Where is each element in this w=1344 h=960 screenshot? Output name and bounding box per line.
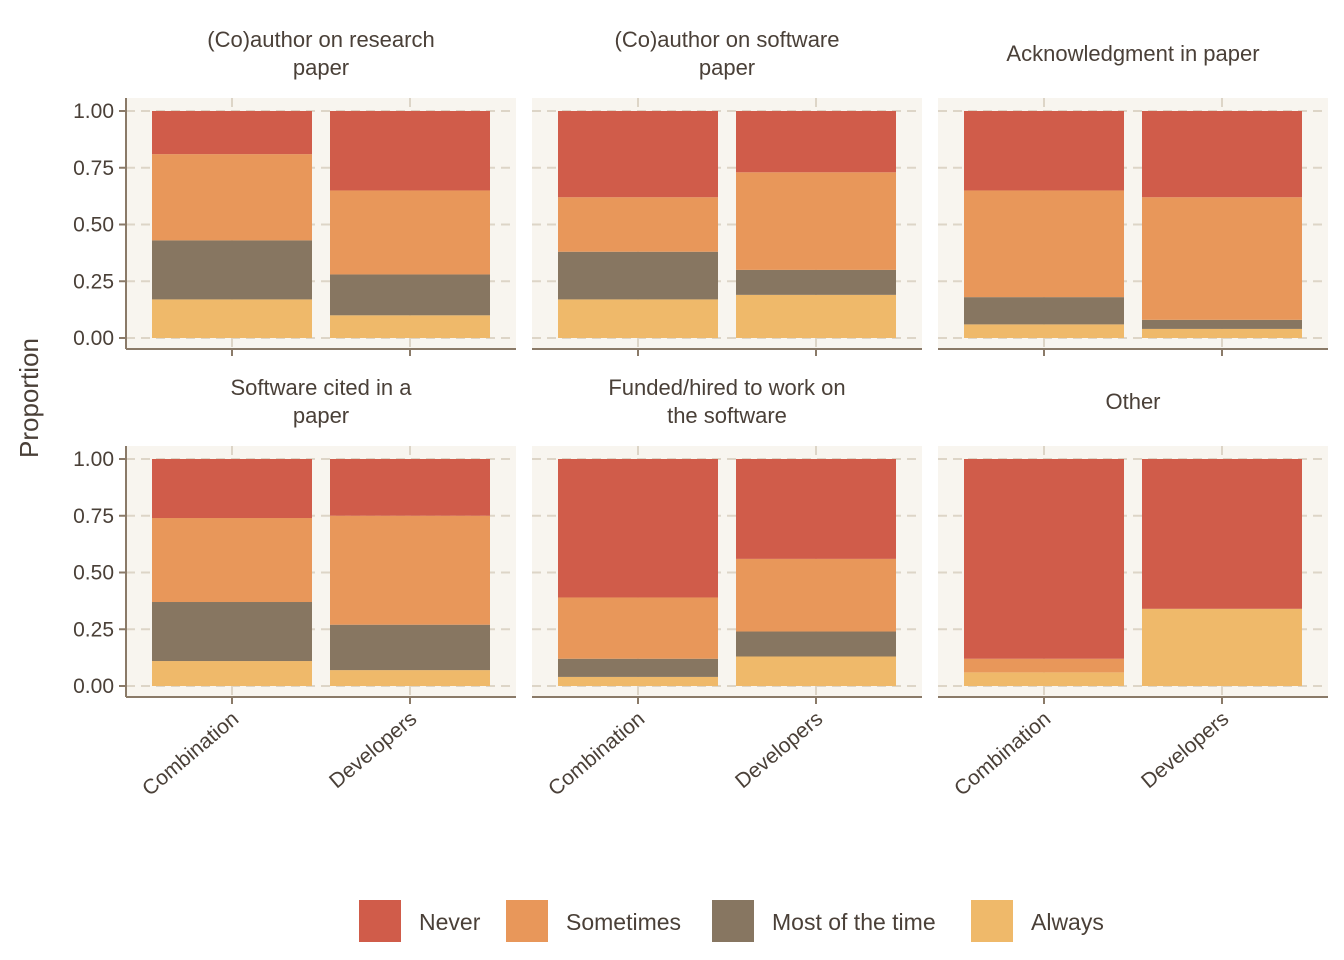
legend-label: Never bbox=[419, 909, 481, 935]
facet-title: Funded/hired to work on bbox=[608, 375, 845, 400]
bar-segment bbox=[964, 672, 1124, 686]
bar-segment bbox=[964, 658, 1124, 673]
legend-label: Most of the time bbox=[772, 909, 936, 935]
facet-title: the software bbox=[667, 403, 787, 428]
legend-label: Sometimes bbox=[566, 909, 681, 935]
bar-segment bbox=[736, 558, 896, 632]
bar-segment bbox=[152, 111, 312, 155]
bar-segment bbox=[330, 624, 490, 671]
bar-segment bbox=[152, 602, 312, 662]
bar-segment bbox=[1142, 111, 1302, 198]
bar-segment bbox=[152, 299, 312, 338]
x-tick-label: Developers bbox=[731, 707, 827, 793]
bar-segment bbox=[736, 111, 896, 173]
facet-title: Acknowledgment in paper bbox=[1006, 41, 1259, 66]
x-tick-label: Combination bbox=[138, 707, 243, 800]
bar-segment bbox=[736, 294, 896, 338]
facet-title: (Co)author on software bbox=[615, 27, 840, 52]
facet-title: Software cited in a bbox=[231, 375, 413, 400]
bar-segment bbox=[1142, 459, 1302, 609]
bar-segment bbox=[964, 459, 1124, 659]
bar-segment bbox=[964, 324, 1124, 338]
facet-title: paper bbox=[293, 403, 349, 428]
y-tick-label: 0.00 bbox=[73, 675, 114, 698]
bar-segment bbox=[1142, 197, 1302, 320]
bar-segment bbox=[558, 597, 718, 659]
y-axis-title: Proportion bbox=[14, 338, 44, 458]
facet-title: (Co)author on research bbox=[207, 27, 434, 52]
bar-segment bbox=[152, 518, 312, 603]
bar-segment bbox=[152, 459, 312, 519]
bar-segment bbox=[558, 658, 718, 677]
facet-panels: (Co)author on research paper 0.00 0.25 0.50 0… bbox=[73, 27, 1328, 801]
legend-item: Sometimes bbox=[506, 900, 681, 942]
y-tick-label: 0.75 bbox=[73, 505, 114, 528]
bar-segment bbox=[1142, 319, 1302, 329]
bar-segment bbox=[736, 631, 896, 657]
bar-segment bbox=[558, 197, 718, 252]
bar-segment bbox=[330, 111, 490, 191]
x-tick-label: Developers bbox=[1137, 707, 1233, 793]
x-tick-label: Combination bbox=[544, 707, 649, 800]
legend-swatch bbox=[359, 900, 401, 942]
facet-panel: (Co)author on research paper 0.00 0.25 0.50 0… bbox=[73, 27, 516, 356]
bar-segment bbox=[736, 459, 896, 559]
legend-swatch bbox=[712, 900, 754, 942]
y-tick-label: 0.50 bbox=[73, 214, 114, 237]
y-tick-label: 1.00 bbox=[73, 100, 114, 123]
bar-segment bbox=[558, 251, 718, 300]
facet-panel: (Co)author on software paper bbox=[532, 27, 922, 356]
x-tick-label: Developers bbox=[325, 707, 421, 793]
facet-panel: Acknowledgment in paper bbox=[938, 41, 1328, 356]
facet-panel: Software cited in a paper Combination Devel… bbox=[73, 375, 516, 801]
bar-segment bbox=[152, 661, 312, 686]
legend-item: Never bbox=[359, 900, 481, 942]
facet-title: paper bbox=[699, 55, 755, 80]
bar-segment bbox=[558, 111, 718, 198]
bar-segment bbox=[330, 190, 490, 275]
bar-segment bbox=[330, 670, 490, 686]
legend: Never Sometimes Most of the time Always bbox=[359, 900, 1104, 942]
bar-segment bbox=[964, 297, 1124, 325]
y-tick-label: 0.25 bbox=[73, 618, 114, 641]
bar-segment bbox=[736, 172, 896, 270]
bar-segment bbox=[152, 240, 312, 300]
bar-segment bbox=[330, 459, 490, 516]
facet-title: paper bbox=[293, 55, 349, 80]
bar-segment bbox=[558, 676, 718, 686]
bar-segment bbox=[558, 459, 718, 598]
y-tick-label: 0.25 bbox=[73, 270, 114, 293]
legend-item: Always bbox=[971, 900, 1104, 942]
legend-swatch bbox=[506, 900, 548, 942]
bar-segment bbox=[1142, 608, 1302, 686]
legend-label: Always bbox=[1031, 909, 1104, 935]
y-tick-label: 0.75 bbox=[73, 157, 114, 180]
y-tick-label: 0.00 bbox=[73, 327, 114, 350]
bar-segment bbox=[1142, 328, 1302, 338]
facet-panel: Funded/hired to work on the software Combi… bbox=[532, 375, 922, 801]
bar-segment bbox=[964, 190, 1124, 298]
facet-panel: Other Combination Developers bbox=[938, 389, 1328, 801]
y-tick-label: 0.50 bbox=[73, 562, 114, 585]
bar-segment bbox=[330, 274, 490, 316]
bar-segment bbox=[330, 315, 490, 338]
bar-segment bbox=[736, 269, 896, 295]
bar-segment bbox=[330, 515, 490, 625]
legend-item: Most of the time bbox=[712, 900, 936, 942]
facet-title: Other bbox=[1105, 389, 1160, 414]
y-tick-label: 1.00 bbox=[73, 448, 114, 471]
bar-segment bbox=[558, 299, 718, 338]
bar-segment bbox=[736, 656, 896, 686]
legend-swatch bbox=[971, 900, 1013, 942]
bar-segment bbox=[964, 111, 1124, 191]
bar-segment bbox=[152, 154, 312, 241]
x-tick-label: Combination bbox=[950, 707, 1055, 800]
